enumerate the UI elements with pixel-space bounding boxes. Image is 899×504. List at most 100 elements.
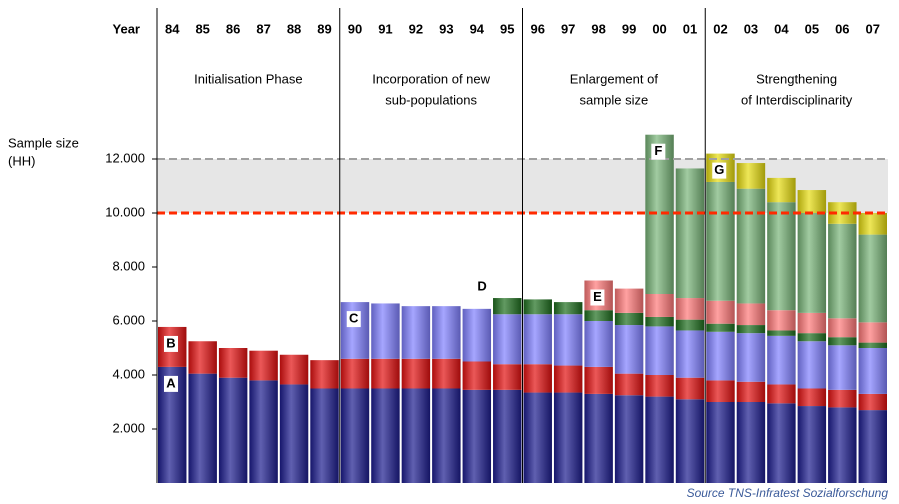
- series-label-box: [590, 289, 605, 306]
- x-tick-label: 97: [561, 21, 575, 36]
- bar-segment: [584, 310, 613, 321]
- bar-segment: [218, 348, 248, 378]
- bar-segment: [218, 377, 248, 483]
- bar-segment: [675, 168, 705, 299]
- bar-segment: [736, 188, 766, 304]
- phase-label: sample size: [580, 92, 649, 107]
- bar-segment: [797, 388, 827, 407]
- bar-segment: [553, 392, 583, 483]
- series-label-box: [346, 311, 361, 328]
- x-tick-label: 95: [500, 21, 514, 36]
- bar-segment: [828, 223, 857, 319]
- series-label-box: [164, 375, 178, 392]
- bar-segment: [767, 310, 796, 331]
- bar-segment: [401, 388, 431, 483]
- bar-segment: [858, 393, 887, 411]
- series-label-box: [712, 162, 727, 179]
- y-tick-label: 2.000: [112, 420, 145, 435]
- bar-segment: [493, 298, 522, 315]
- bar-segment: [858, 348, 887, 394]
- bar-segment: [797, 213, 827, 313]
- series-label: D: [477, 278, 486, 293]
- bar-segment: [553, 302, 583, 315]
- bar-segment: [797, 406, 827, 483]
- bar-segment: [645, 375, 674, 397]
- bar-segment: [797, 312, 827, 334]
- bar-segment: [523, 392, 552, 483]
- x-tick-label: 90: [348, 21, 362, 36]
- bar-segment: [401, 358, 431, 389]
- bar-segment: [675, 319, 705, 331]
- bar-segment: [432, 388, 461, 483]
- bar-segment: [797, 333, 827, 342]
- x-tick-label: 07: [866, 21, 880, 36]
- bar-segment: [828, 345, 857, 390]
- bar-segment: [645, 316, 674, 327]
- bar-segment: [736, 163, 766, 189]
- bar-segment: [249, 380, 278, 483]
- bar-segment: [279, 384, 309, 483]
- bar-segment: [340, 388, 370, 483]
- bar-segment: [767, 330, 796, 336]
- bar-segment: [828, 337, 857, 346]
- bar-segment: [736, 381, 766, 402]
- bar-segment: [614, 325, 644, 374]
- bar-segment: [828, 407, 857, 483]
- series-label: A: [166, 375, 176, 390]
- x-tick-label: 98: [591, 21, 605, 36]
- series-label: F: [654, 143, 662, 158]
- x-tick-label: 94: [470, 21, 485, 36]
- bar-segment: [493, 364, 522, 390]
- x-tick-label: 01: [683, 21, 697, 36]
- y-tick-label: 6.000: [112, 312, 145, 327]
- bar-segment: [767, 335, 796, 385]
- bar-segment: [584, 366, 613, 394]
- x-tick-label: 03: [744, 21, 758, 36]
- x-tick-label: 84: [165, 21, 180, 36]
- bar-segment: [584, 321, 613, 367]
- bar-segment: [614, 373, 644, 396]
- x-tick-label: 06: [835, 21, 849, 36]
- bar-segment: [432, 306, 461, 359]
- bar-segment: [645, 294, 674, 317]
- bar-segment: [706, 181, 735, 301]
- series-label: G: [714, 162, 724, 177]
- x-tick-label: 87: [256, 21, 270, 36]
- bar-segment: [614, 312, 644, 326]
- bar-segment: [736, 303, 766, 326]
- bar-segment: [371, 388, 400, 483]
- phase-label: of Interdisciplinarity: [741, 92, 853, 107]
- bar-segment: [675, 330, 705, 378]
- x-tick-label: 93: [439, 21, 453, 36]
- x-tick-label: 89: [317, 21, 331, 36]
- y-axis-label: (HH): [8, 153, 35, 168]
- bar-segment: [797, 341, 827, 389]
- phase-label: Initialisation Phase: [194, 71, 302, 86]
- x-tick-label: 04: [774, 21, 789, 36]
- bar-segment: [462, 361, 492, 390]
- series-label-box: [164, 335, 178, 352]
- bar-segment: [858, 213, 887, 235]
- bar-segment: [493, 314, 522, 365]
- bar-segment: [432, 358, 461, 389]
- y-tick-label: 8.000: [112, 258, 145, 273]
- bar-segment: [523, 299, 552, 315]
- bar-segment: [188, 373, 217, 483]
- bar-segment: [249, 350, 278, 381]
- bar-segment: [553, 365, 583, 393]
- x-axis-label: Year: [113, 21, 140, 36]
- bar-segment: [706, 380, 735, 402]
- bar-segment: [371, 303, 400, 359]
- bar-segment: [523, 314, 552, 365]
- bar-segment: [797, 190, 827, 213]
- bar-segment: [493, 389, 522, 483]
- x-tick-label: 92: [409, 21, 423, 36]
- bar-segment: [614, 288, 644, 313]
- bar-segment: [310, 360, 339, 389]
- x-tick-label: 88: [287, 21, 301, 36]
- x-tick-label: 85: [195, 21, 209, 36]
- bar-segment: [858, 234, 887, 323]
- y-tick-label: 10.000: [105, 204, 145, 219]
- bar-segment: [279, 354, 309, 385]
